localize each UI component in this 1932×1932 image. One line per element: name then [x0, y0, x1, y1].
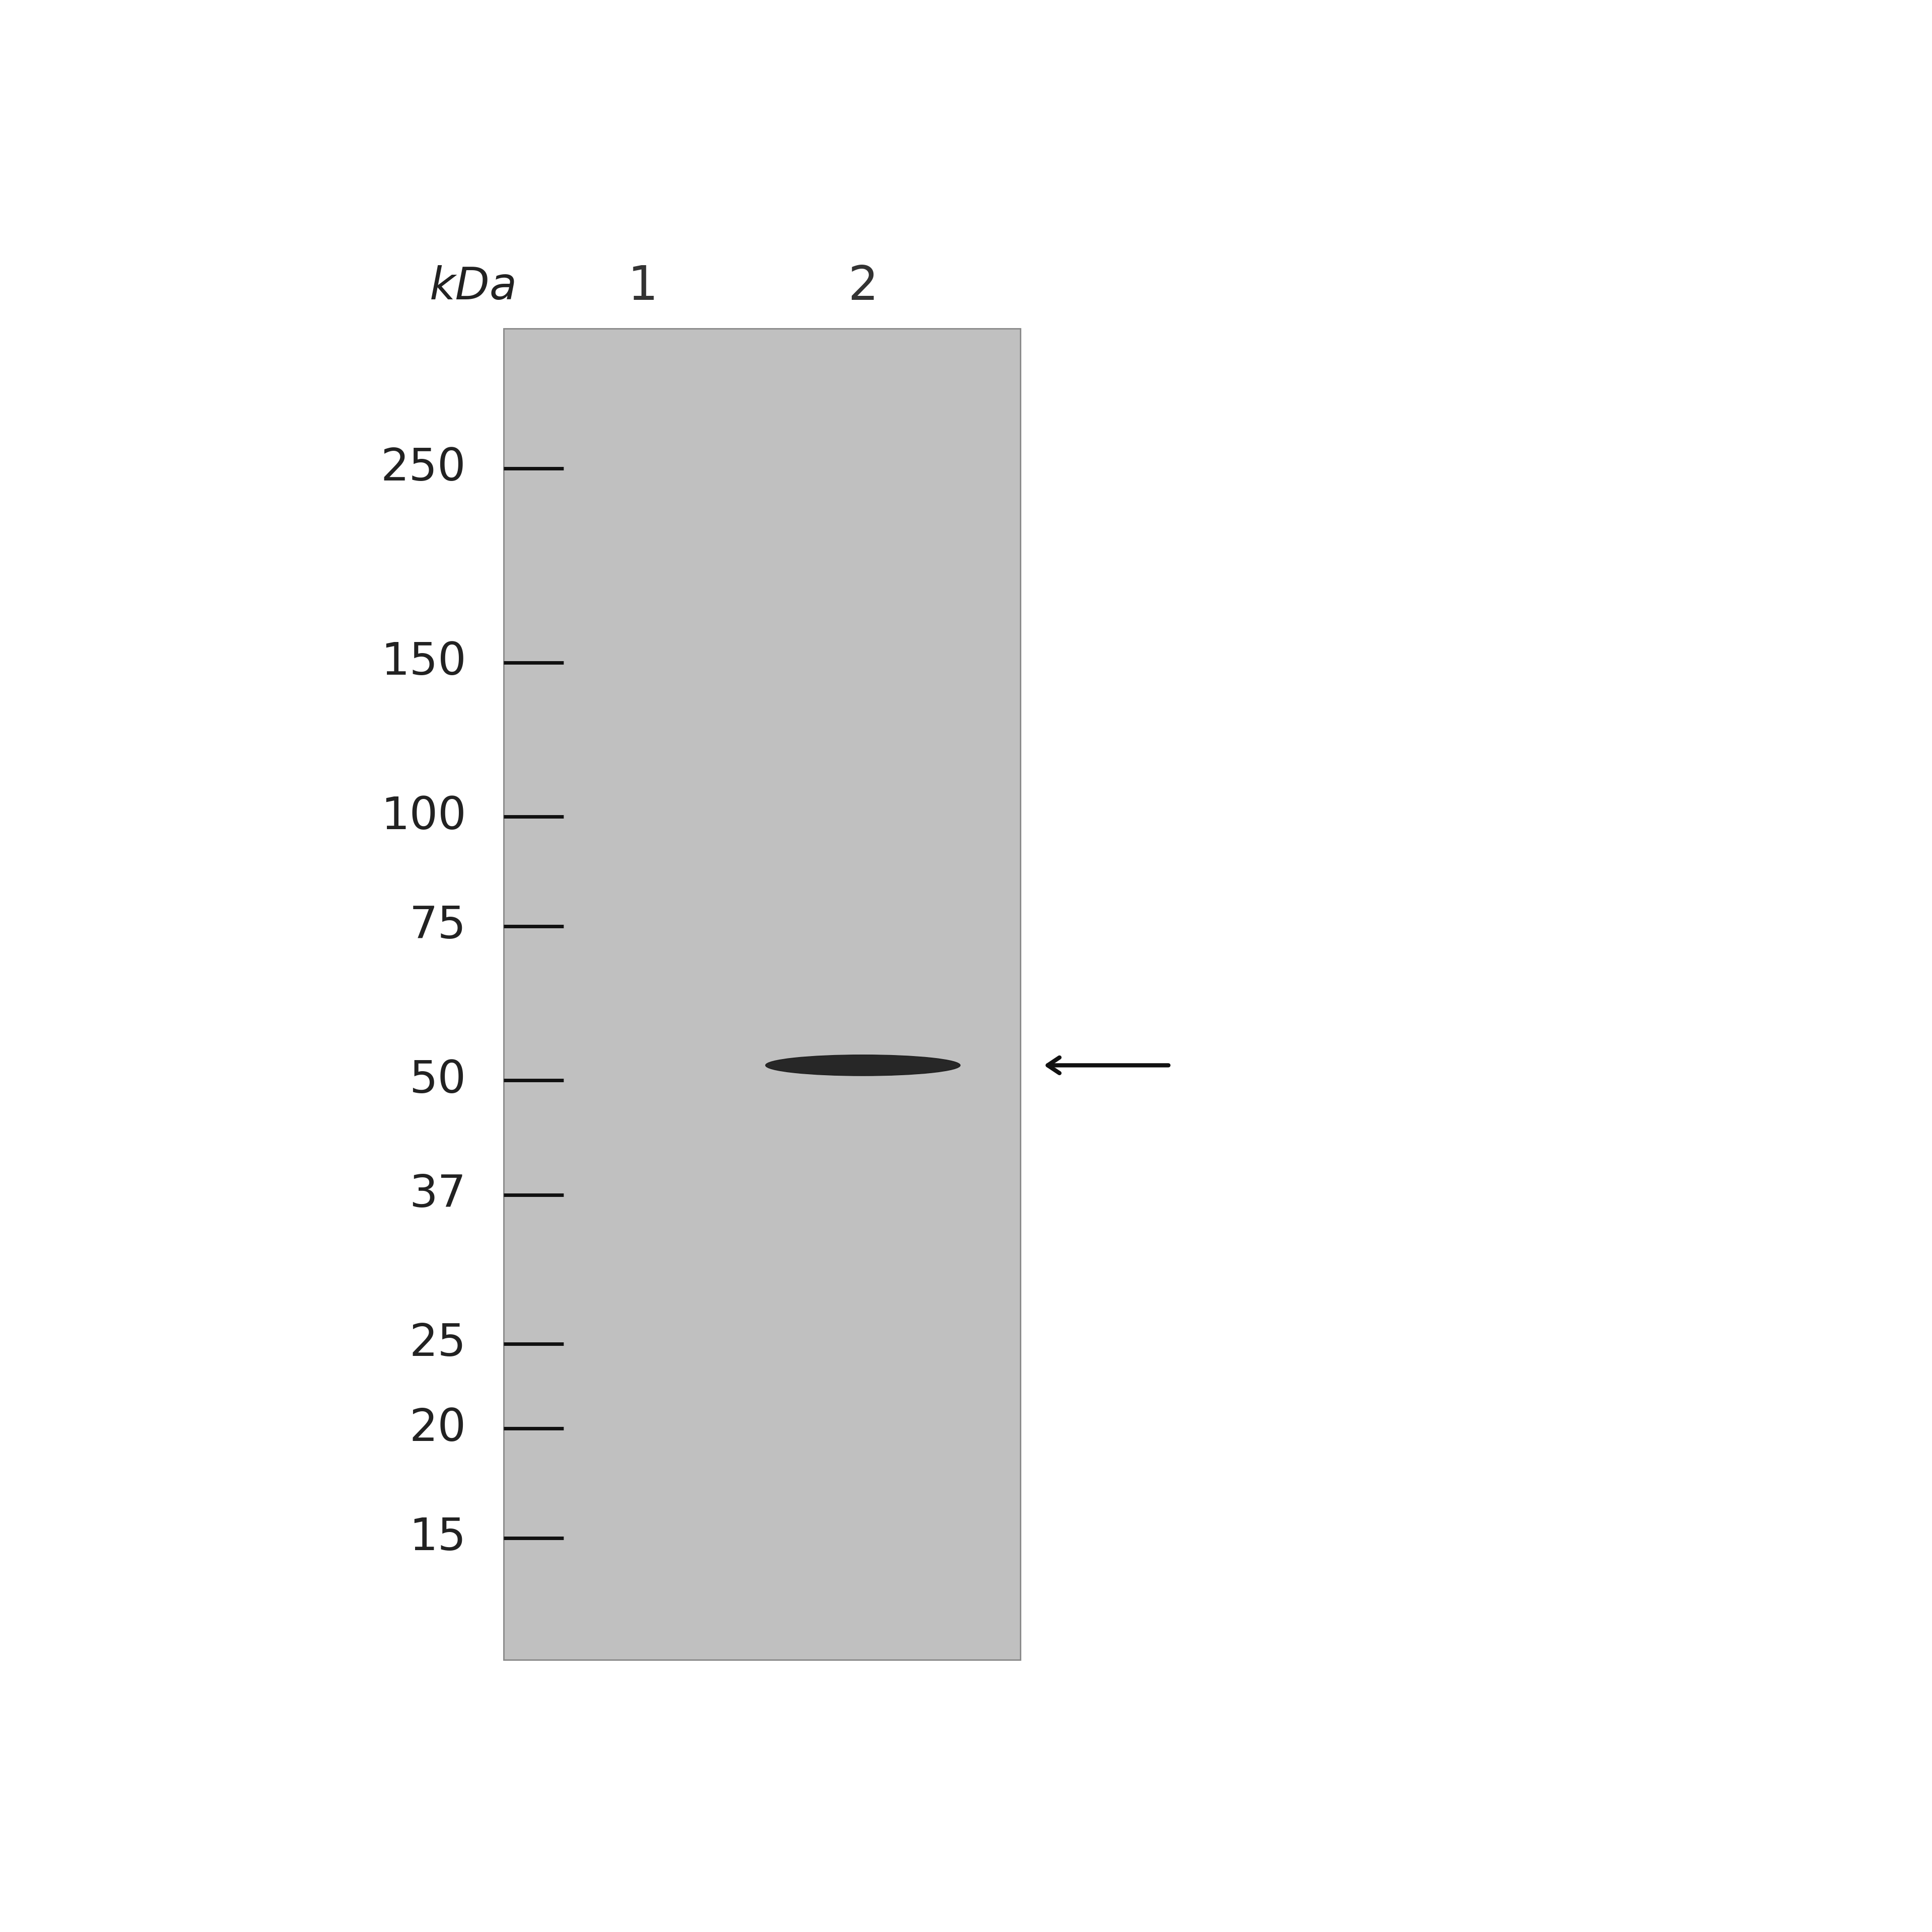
Text: 25: 25 [410, 1321, 466, 1366]
Text: 1: 1 [628, 265, 659, 309]
Text: 2: 2 [848, 265, 877, 309]
Text: 100: 100 [381, 794, 466, 838]
Text: 250: 250 [381, 446, 466, 491]
Ellipse shape [765, 1055, 960, 1076]
Text: 37: 37 [410, 1173, 466, 1217]
Text: kDa: kDa [429, 265, 518, 309]
Text: 150: 150 [381, 641, 466, 684]
Text: 50: 50 [410, 1059, 466, 1101]
Text: 75: 75 [410, 904, 466, 949]
Bar [504, 328, 1020, 1660]
Text: 15: 15 [410, 1517, 466, 1559]
Text: 20: 20 [410, 1406, 466, 1451]
